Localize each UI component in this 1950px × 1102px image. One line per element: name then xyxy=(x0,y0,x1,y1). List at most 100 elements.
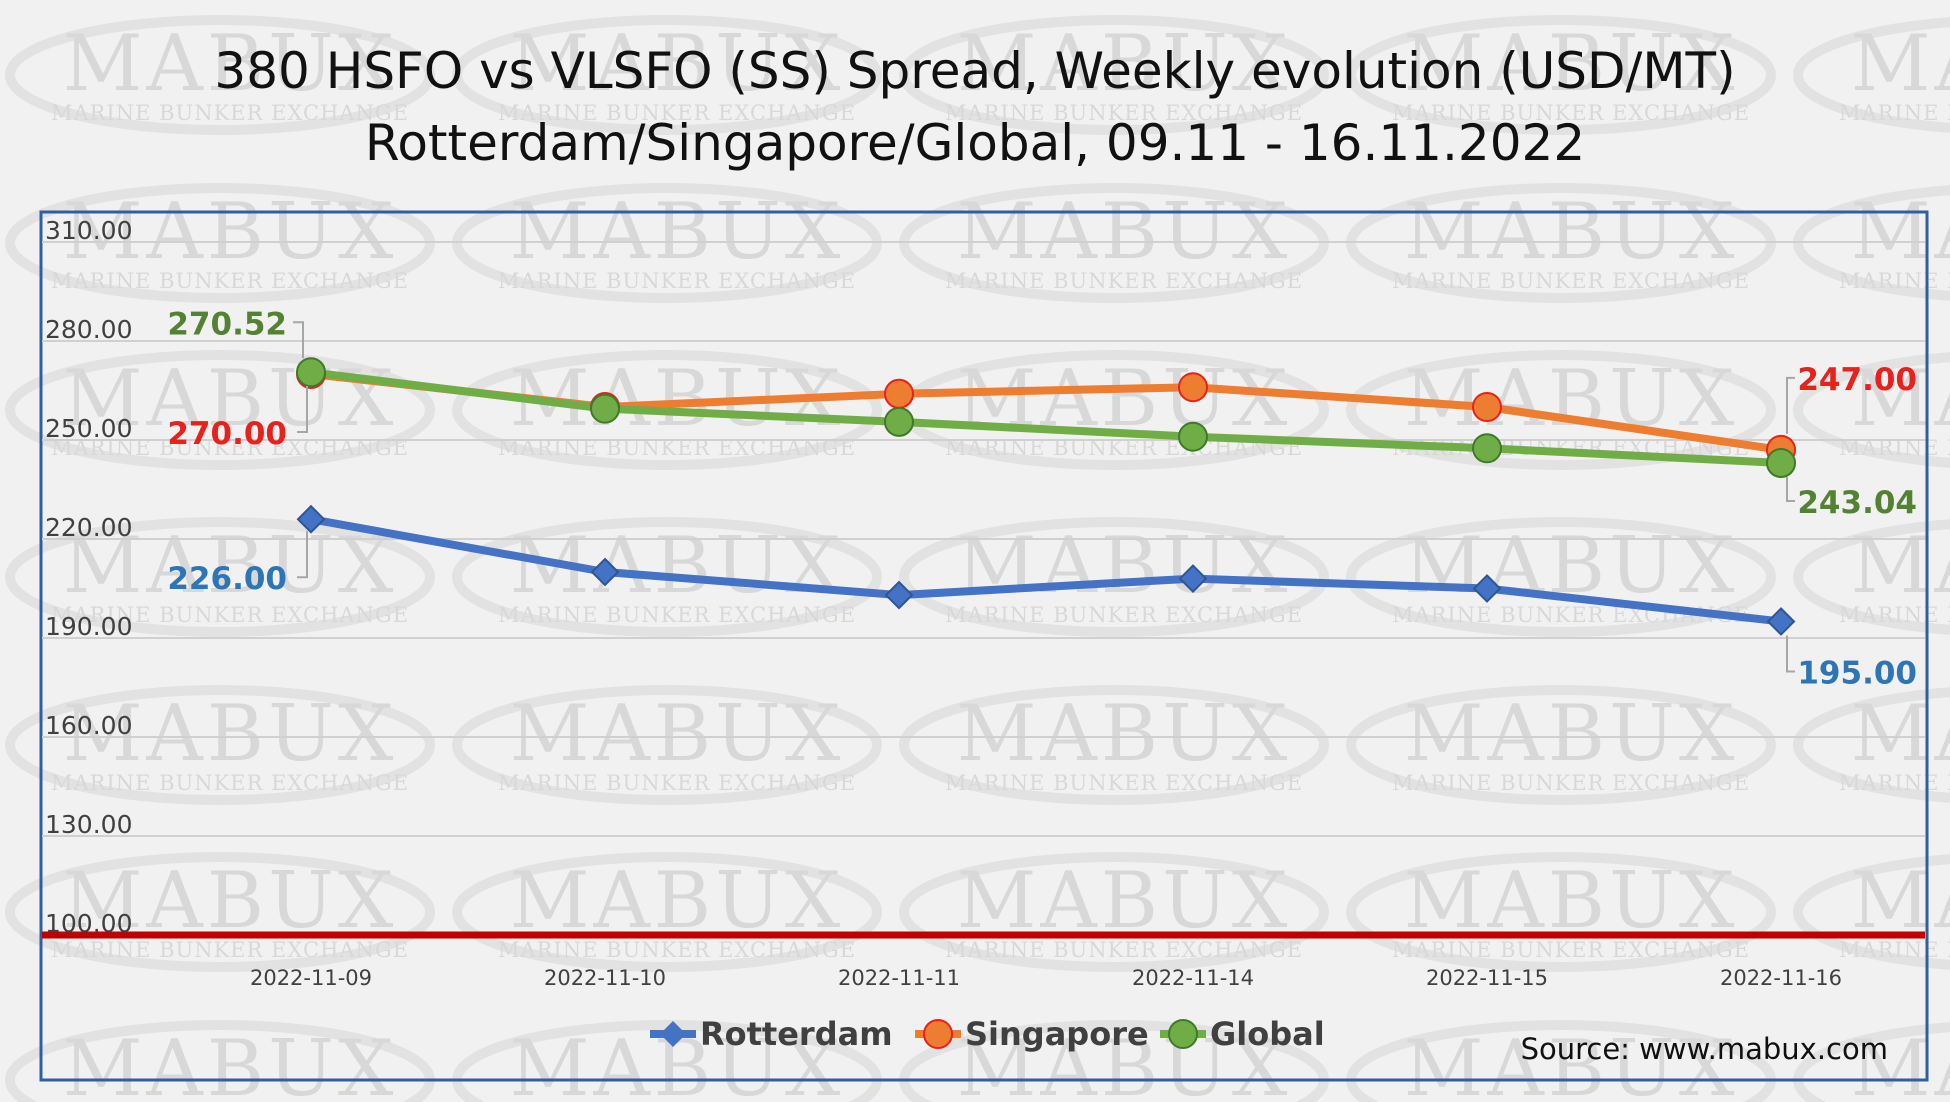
legend-label-singapore: Singapore xyxy=(965,1015,1149,1053)
label-leader-line xyxy=(297,531,308,579)
watermark-swirl xyxy=(5,685,435,805)
data-point-global xyxy=(590,393,620,424)
watermark-swirl xyxy=(1793,854,1950,970)
watermark-tagline: MARINE BUNKER EXCHANGE xyxy=(1392,101,1750,125)
watermark-swirl xyxy=(1346,350,1776,470)
watermark-tagline: MARINE BUNKER EXCHANGE xyxy=(945,269,1303,293)
data-point-singapore xyxy=(884,378,914,409)
watermark-brand: MABUX xyxy=(63,187,398,277)
legend-marker-global xyxy=(1168,1019,1198,1049)
x-tick-label: 2022-11-11 xyxy=(838,966,960,990)
watermark-swirl xyxy=(899,852,1329,972)
watermark-swirl xyxy=(899,15,1329,135)
watermark-brand: MABUX xyxy=(1851,1024,1950,1102)
watermark-swirl xyxy=(1793,17,1950,133)
data-point-rotterdam xyxy=(1178,564,1208,594)
watermark-brand: MABUX xyxy=(1404,187,1739,277)
legend-marker-rotterdam xyxy=(660,1021,686,1047)
watermark-brand: MABUX xyxy=(63,354,398,444)
watermark-tagline: MARINE BUNKER EXCHANGE xyxy=(51,101,409,125)
watermark-swirl xyxy=(5,15,435,135)
gridlines xyxy=(42,241,1925,939)
data-label-global: 270.52 xyxy=(167,306,287,342)
watermark-brand: MABUX xyxy=(1404,689,1739,779)
x-tick-label: 2022-11-10 xyxy=(544,966,666,990)
watermark-tagline: MARINE BUNKER EXCHANGE xyxy=(51,771,409,795)
watermark-swirl xyxy=(1793,352,1950,468)
watermark-brand: MABUX xyxy=(63,1024,398,1102)
watermark-brand: MABUX xyxy=(63,521,398,611)
watermark-brand: MABUX xyxy=(510,856,845,946)
watermark-swirl xyxy=(899,685,1329,805)
label-leader-line xyxy=(1786,376,1795,434)
data-point-rotterdam xyxy=(1472,574,1502,603)
watermark-swirl xyxy=(1346,852,1776,972)
watermark-tagline: MARINE BUNKER EXCHANGE xyxy=(1839,603,1950,627)
watermark-brand: MABUX xyxy=(1404,856,1739,946)
watermark-brand: MABUX xyxy=(63,689,398,779)
watermark-tagline: MARINE BUNKER EXCHANGE xyxy=(498,603,856,627)
watermark-brand: MABUX xyxy=(957,187,1292,277)
data-label-singapore: 247.00 xyxy=(1797,362,1917,398)
watermark-tagline: MARINE BUNKER EXCHANGE xyxy=(1392,269,1750,293)
data-label-rotterdam: 195.00 xyxy=(1797,656,1917,692)
watermark-tagline: MARINE BUNKER EXCHANGE xyxy=(1839,771,1950,795)
watermark-tagline: MARINE BUNKER EXCHANGE xyxy=(1839,269,1950,293)
data-point-rotterdam xyxy=(884,580,914,610)
data-point-rotterdam xyxy=(1766,607,1796,636)
y-tick-label: 280.00 xyxy=(45,315,132,344)
legend: Rotterdam Singapore Global xyxy=(650,1015,1325,1053)
watermark-tagline: MARINE BUNKER EXCHANGE xyxy=(945,938,1303,962)
watermark-swirl xyxy=(1346,685,1776,805)
watermark-tagline: MARINE BUNKER EXCHANGE xyxy=(498,938,856,962)
data-point-global xyxy=(296,357,326,388)
series-line-global xyxy=(307,368,1785,467)
x-tick-label: 2022-11-09 xyxy=(250,966,372,990)
watermark-brand: MABUX xyxy=(1851,19,1950,109)
legend-marker-singapore xyxy=(923,1019,953,1049)
data-label-global: 243.04 xyxy=(1797,485,1917,521)
watermark-tagline: MARINE BUNKER EXCHANGE xyxy=(51,269,409,293)
watermark-brand: MABUX xyxy=(63,19,398,109)
source-note: Source: www.mabux.com xyxy=(1521,1032,1888,1066)
y-tick-label: 130.00 xyxy=(45,810,132,839)
watermark-tagline: MARINE BUNKER EXCHANGE xyxy=(1839,938,1950,962)
watermark-brand: MABUX xyxy=(1404,19,1739,109)
watermark-swirl xyxy=(452,15,882,135)
x-tick-label: 2022-11-15 xyxy=(1426,966,1548,990)
watermark-swirl xyxy=(452,350,882,470)
watermark-tagline: MARINE BUNKER EXCHANGE xyxy=(1839,101,1950,125)
y-tick-label: 190.00 xyxy=(45,612,132,641)
watermark-tagline: MARINE BUNKER EXCHANGE xyxy=(1392,771,1750,795)
watermark-tagline: MARINE BUNKER EXCHANGE xyxy=(945,771,1303,795)
watermark-swirl xyxy=(1793,687,1950,803)
data-point-global xyxy=(1766,447,1796,478)
data-point-rotterdam xyxy=(296,504,326,534)
data-labels: 226.00 195.00 270.00 247.00 270.52 243.04 xyxy=(167,306,1917,691)
watermark-swirl xyxy=(5,852,435,972)
y-tick-label: 160.00 xyxy=(45,711,132,740)
watermark-tagline: MARINE BUNKER EXCHANGE xyxy=(51,938,409,962)
data-label-rotterdam: 226.00 xyxy=(167,561,287,597)
plot-area-frame xyxy=(39,210,1929,1082)
label-leader-line xyxy=(1786,476,1795,502)
y-tick-label: 220.00 xyxy=(45,513,132,542)
y-tick-label: 100.00 xyxy=(45,909,132,938)
watermark-tagline: MARINE BUNKER EXCHANGE xyxy=(498,771,856,795)
label-leader-line xyxy=(293,321,304,359)
watermark-swirl xyxy=(452,685,882,805)
x-axis: 2022-11-09 2022-11-10 2022-11-11 2022-11-14… xyxy=(250,966,1842,990)
watermark-brand: MABUX xyxy=(1851,856,1950,946)
watermark-brand: MABUX xyxy=(1851,521,1950,611)
watermark-tagline: MARINE BUNKER EXCHANGE xyxy=(945,603,1303,627)
data-label-singapore: 270.00 xyxy=(167,416,287,452)
watermark-brand: MABUX xyxy=(957,689,1292,779)
data-point-global xyxy=(884,406,914,437)
x-tick-label: 2022-11-16 xyxy=(1720,966,1842,990)
watermark-brand: MABUX xyxy=(1404,354,1739,444)
watermark-swirl xyxy=(452,517,882,637)
label-leader-line xyxy=(297,386,308,433)
watermark-tagline: MARINE BUNKER EXCHANGE xyxy=(498,101,856,125)
